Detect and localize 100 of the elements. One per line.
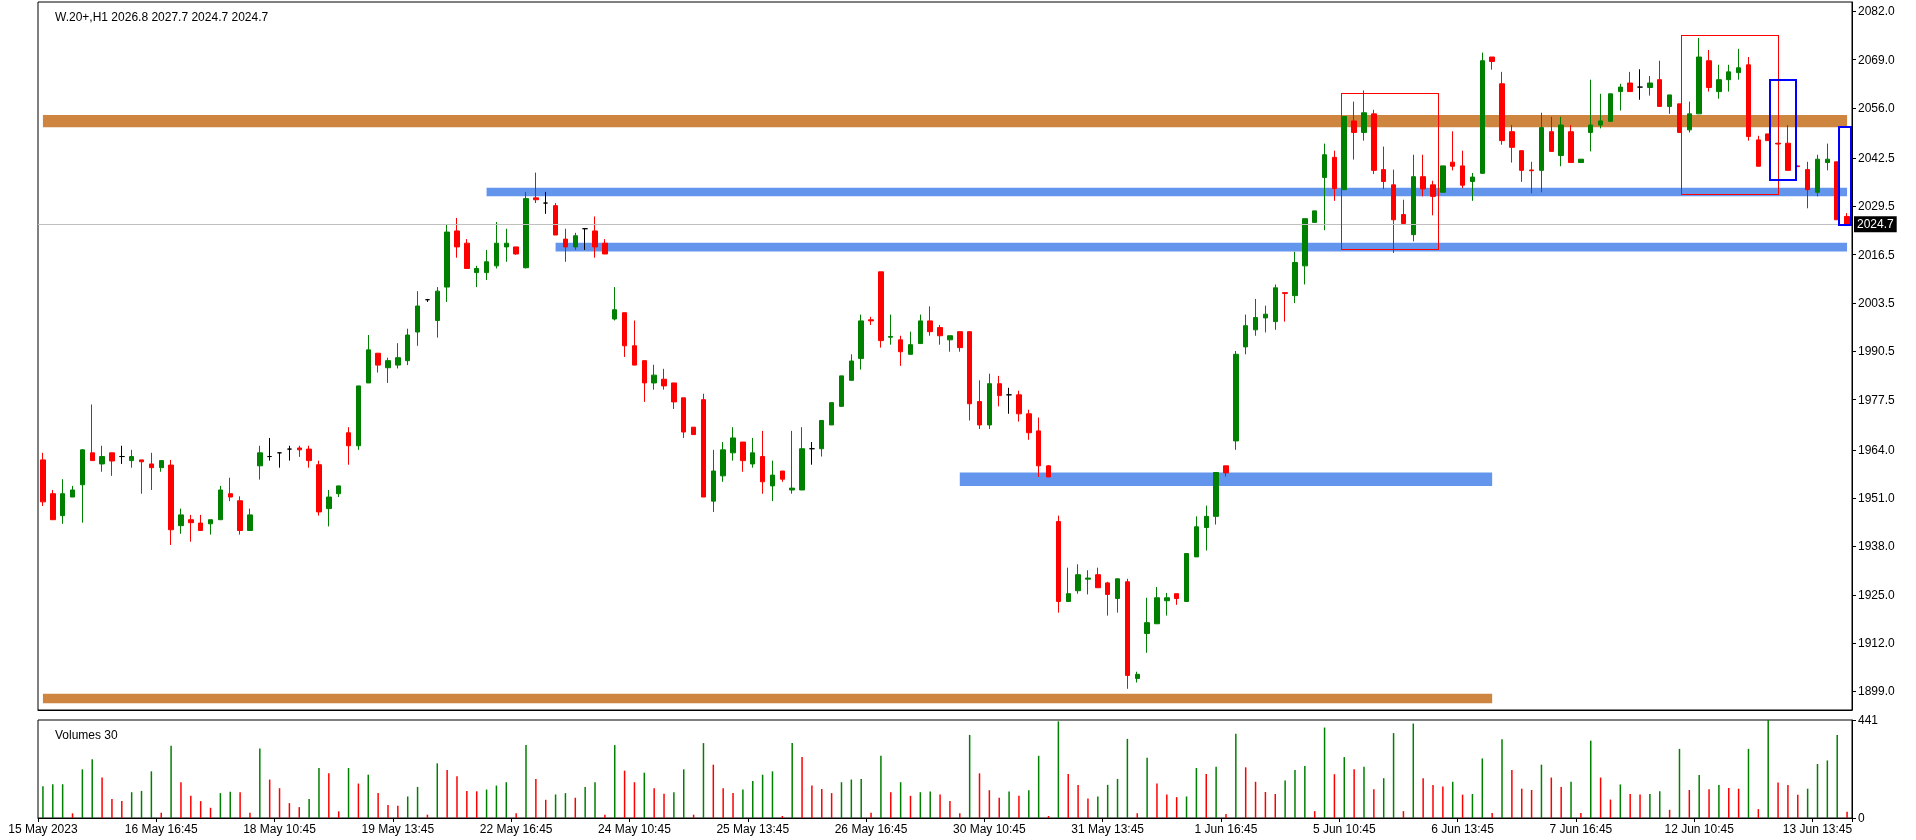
candlestick: [1687, 101, 1692, 133]
candlestick: [592, 215, 598, 259]
candlestick: [80, 448, 85, 524]
candlestick: [1716, 64, 1722, 100]
x-tick-label: 25 May 13:45: [716, 822, 790, 836]
y-tick-label: 2003.5: [1858, 296, 1896, 311]
candlestick: [484, 249, 489, 281]
candlestick: [1302, 218, 1308, 285]
candlestick: [405, 328, 410, 366]
candlestick: [1371, 109, 1377, 175]
candlestick: [691, 426, 696, 436]
y-tick-label: 441: [1858, 713, 1879, 727]
candlestick: [435, 286, 440, 339]
candlestick: [40, 452, 46, 507]
candlestick: [1519, 150, 1524, 183]
candlestick: [277, 452, 282, 469]
y-tick-label: 1977.5: [1858, 392, 1896, 407]
y-tick-label: 2056.0: [1858, 100, 1896, 115]
candlestick: [1618, 83, 1623, 112]
candlestick: [188, 514, 194, 543]
candlestick: [1411, 154, 1416, 242]
x-tick-label: 30 May 10:45: [953, 822, 1027, 836]
candlestick: [770, 460, 775, 502]
x-tick-label: 19 May 13:45: [361, 822, 435, 836]
candlestick: [1667, 94, 1672, 115]
text: Volumes 30: [55, 728, 119, 742]
x-tick-label: 16 May 16:45: [124, 822, 198, 836]
candlestick: [780, 470, 785, 483]
candlestick: [642, 360, 647, 403]
x-tick-label: 24 May 10:45: [598, 822, 672, 836]
candlestick: [1578, 158, 1584, 164]
candlestick: [1381, 146, 1386, 190]
candlestick: [1213, 472, 1219, 526]
candlestick: [671, 382, 677, 410]
x-tick-label: 18 May 10:45: [243, 822, 317, 836]
candlestick: [1144, 597, 1150, 654]
candlestick: [1332, 150, 1337, 202]
candlestick: [1135, 671, 1140, 683]
candlestick: [119, 445, 125, 465]
x-tick-label: 13 Jun 13:45: [1782, 822, 1853, 836]
candlestick: [1223, 465, 1229, 478]
x-tick-label: 7 Jun 16:45: [1549, 822, 1613, 836]
candlestick: [316, 460, 322, 517]
candlestick: [366, 334, 371, 384]
candlestick: [1558, 116, 1564, 167]
candlestick: [602, 238, 608, 255]
candlestick: [1825, 143, 1830, 171]
candlestick: [70, 485, 75, 498]
candlestick: [1696, 37, 1702, 115]
candlestick: [1489, 56, 1495, 71]
candlestick: [198, 514, 203, 531]
candlestick: [997, 375, 1002, 407]
candlestick: [50, 489, 56, 521]
candlestick: [149, 452, 154, 491]
candlestick: [237, 495, 243, 536]
candlestick: [159, 460, 164, 473]
candlestick: [1627, 71, 1633, 93]
candlestick: [1312, 210, 1317, 223]
candlestick: [1105, 581, 1110, 617]
candlestick: [1568, 124, 1574, 164]
candlestick: [178, 508, 184, 535]
candlestick: [1154, 586, 1160, 625]
candlestick: [967, 331, 972, 421]
x-tick-label: 15 May 2023: [8, 822, 78, 836]
candlestick: [346, 426, 351, 466]
candlestick: [858, 314, 864, 371]
candlestick: [287, 445, 292, 462]
candlestick: [90, 404, 95, 462]
y-tick-label: 2042.5: [1858, 151, 1896, 166]
candlestick: [1430, 180, 1436, 216]
candlestick: [1440, 165, 1446, 193]
candlestick: [1273, 283, 1278, 331]
x-tick-label: 12 Jun 10:45: [1664, 822, 1735, 836]
candlestick: [326, 489, 332, 527]
candlestick: [1066, 567, 1071, 602]
candlestick: [878, 271, 884, 349]
candlestick: [947, 335, 953, 353]
candlestick: [1085, 569, 1091, 595]
candlestick: [1588, 79, 1593, 152]
candlestick: [937, 324, 943, 346]
candlestick: [750, 437, 755, 469]
candlestick: [297, 445, 302, 458]
y-tick-label: 1899.0: [1858, 684, 1896, 699]
ref-line-label: 2024.7: [1857, 217, 1895, 232]
candlestick: [1736, 48, 1741, 81]
candlestick: [1292, 251, 1298, 304]
candlestick: [454, 217, 460, 259]
candlestick: [208, 519, 213, 536]
candlestick: [1184, 553, 1189, 602]
candlestick: [99, 445, 105, 473]
candlestick: [1243, 314, 1248, 355]
candlestick: [356, 385, 361, 451]
y-tick-label: 1912.0: [1858, 636, 1896, 651]
candlestick: [247, 508, 253, 531]
candlestick: [789, 430, 795, 495]
candlestick: [1539, 112, 1544, 193]
candlestick: [464, 238, 470, 269]
candlestick: [385, 357, 391, 384]
candlestick: [1785, 124, 1791, 171]
candlestick: [661, 368, 667, 391]
